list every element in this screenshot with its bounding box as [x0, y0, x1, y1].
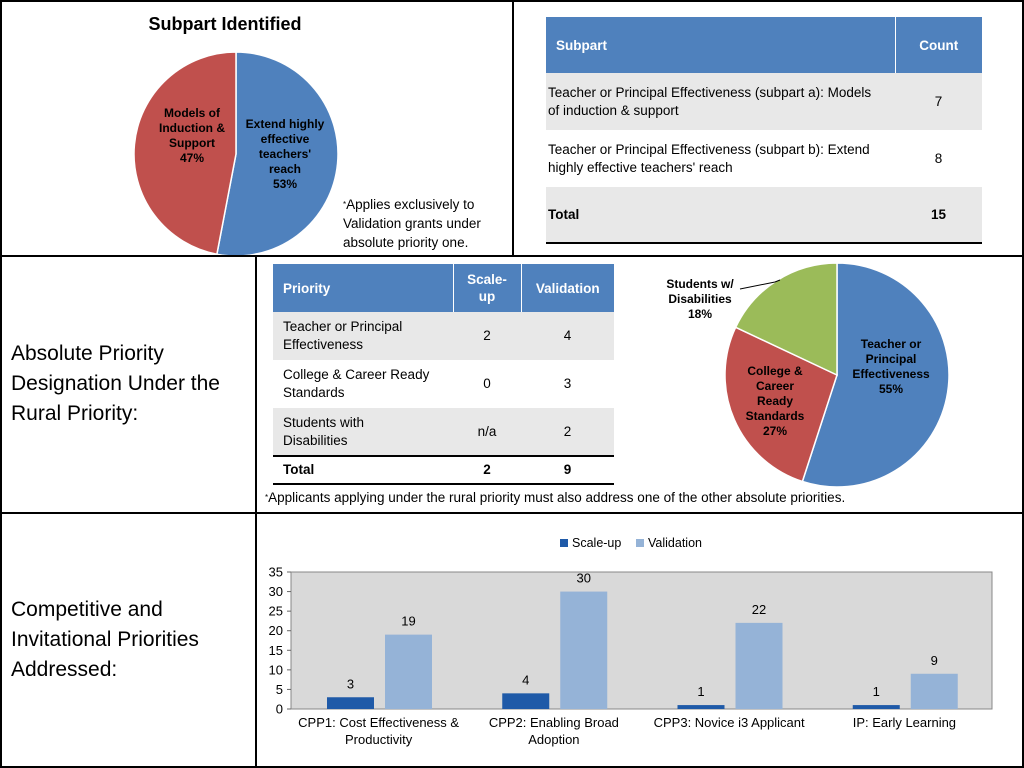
rural-priority-pie-chart: Teacher or Principal Effectiveness 55% Colle… — [666, 262, 950, 488]
y-tick-label: 0 — [276, 702, 283, 717]
table-cell: n/a — [453, 408, 521, 456]
divider — [255, 256, 257, 768]
data-label: 22 — [752, 602, 766, 617]
table-cell: 2 — [453, 455, 521, 484]
bar — [560, 591, 608, 709]
bar — [852, 705, 900, 709]
competitive-priorities-label: Competitive and Invitational Priorities … — [11, 598, 199, 681]
table-cell: 3 — [521, 360, 614, 408]
table-row: Students with Disabilities n/a 2 — [273, 408, 614, 456]
rural-footnote: *Applicants applying under the rural pri… — [265, 490, 846, 505]
pie-slice — [801, 262, 950, 488]
table-cell: Teacher or Principal Effectiveness (subp… — [546, 73, 895, 130]
legend-swatch — [560, 539, 568, 547]
table-cell: 7 — [895, 73, 982, 130]
pie-label: Teacher or Principal Effectiveness 55% — [852, 337, 930, 396]
column-header: Subpart — [546, 17, 896, 73]
table-cell: 9 — [521, 455, 614, 484]
bar — [910, 673, 958, 709]
pie-slice — [734, 262, 838, 377]
divider — [512, 0, 514, 256]
y-tick-label: 35 — [269, 565, 283, 580]
legend-label: Validation — [648, 536, 702, 550]
subpart-footnote: *Applies exclusively to Validation grant… — [343, 197, 481, 250]
pie-label: College & Career Ready Standards 27% — [746, 364, 805, 438]
y-tick-label: 5 — [276, 682, 283, 697]
pie-label: Models of Induction & Support 47% — [159, 106, 225, 165]
legend-swatch — [636, 539, 644, 547]
data-label: 3 — [347, 676, 354, 691]
table-cell: 0 — [453, 360, 521, 408]
x-tick-label: CPP1: Cost Effectiveness & Productivity — [298, 715, 459, 747]
table-row: Teacher or Principal Effectiveness (subp… — [546, 73, 982, 130]
column-header: Count — [895, 17, 982, 73]
divider — [0, 766, 1024, 768]
y-tick-label: 15 — [269, 643, 283, 658]
legend-label: Scale-up — [572, 536, 621, 550]
rural-priority-table: Priority Scale- up Validation Teacher or… — [273, 264, 614, 485]
bar — [385, 634, 432, 709]
x-tick-label: IP: Early Learning — [853, 715, 956, 730]
table-row: Teacher or Principal Effectiveness 2 4 — [273, 312, 614, 360]
table-cell: Total — [546, 187, 895, 243]
leader-line — [739, 279, 781, 290]
pie-slice — [724, 326, 838, 483]
divider — [0, 512, 1024, 514]
column-header: Validation — [521, 264, 614, 312]
subpart-table: Subpart Count Teacher or Principal Effec… — [546, 17, 982, 244]
pie-slice — [216, 51, 339, 255]
divider — [1022, 0, 1024, 768]
table-cell: 8 — [895, 130, 982, 187]
x-tick-label: CPP2: Enabling Broad Adoption — [489, 715, 619, 747]
data-label: 9 — [931, 653, 938, 668]
rural-priority-label: Absolute Priority Designation Under the … — [11, 342, 220, 425]
y-tick-label: 25 — [269, 604, 283, 619]
divider — [0, 255, 1024, 257]
y-tick-label: 10 — [269, 662, 283, 677]
table-row: College & Career Ready Standards 0 3 — [273, 360, 614, 408]
pie-label: Students w/Disabilities 18% — [666, 277, 734, 321]
divider — [0, 0, 2, 768]
table-cell: Students with Disabilities — [273, 408, 453, 456]
pie-label: Extend highly effective teachers' reach 53% — [246, 117, 325, 191]
table-cell: 15 — [895, 187, 982, 243]
table-cell: Total — [273, 455, 453, 484]
bar — [735, 622, 783, 709]
table-cell: Teacher or Principal Effectiveness (subp… — [546, 130, 895, 187]
subpart-pie-chart: Subpart Identified Extend highly effectiv… — [133, 14, 339, 255]
table-cell: College & Career Ready Standards — [273, 360, 453, 408]
table-cell: 4 — [521, 312, 614, 360]
table-row: Total 15 — [546, 187, 982, 243]
y-tick-label: 20 — [269, 623, 283, 638]
table-row: Teacher or Principal Effectiveness (subp… — [546, 130, 982, 187]
data-label: 30 — [577, 571, 591, 586]
column-header: Priority — [273, 264, 454, 312]
table-row: Total 2 9 — [273, 455, 614, 484]
bar — [677, 705, 725, 709]
column-header: Scale- up — [453, 264, 522, 312]
bar — [502, 693, 550, 709]
bar — [327, 697, 374, 709]
pie-slice — [133, 51, 237, 255]
data-label: 1 — [697, 684, 704, 699]
y-tick-label: 30 — [269, 584, 283, 599]
data-label: 1 — [873, 684, 880, 699]
data-label: 4 — [522, 672, 529, 687]
table-cell: 2 — [453, 312, 521, 360]
pie-title: Subpart Identified — [149, 14, 302, 34]
table-cell: 2 — [521, 408, 614, 456]
data-label: 19 — [401, 614, 415, 629]
table-cell: Teacher or Principal Effectiveness — [273, 312, 453, 360]
x-tick-label: CPP3: Novice i3 Applicant — [654, 715, 805, 730]
